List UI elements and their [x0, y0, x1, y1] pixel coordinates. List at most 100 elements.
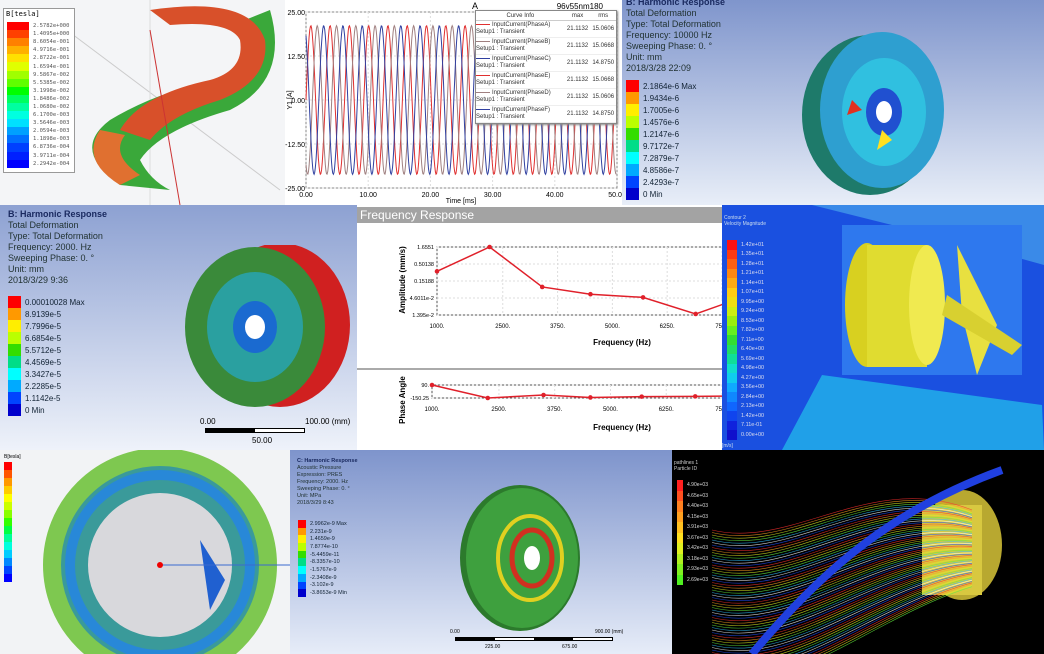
current-legend: Curve Info max rms InputCurrent(PhaseA) S…: [475, 10, 617, 124]
legend-entry: 1.14e+01: [727, 278, 764, 288]
legend-curve-name: InputCurrent(PhaseE): [492, 73, 551, 79]
info-line: C: Harmonic Response: [297, 458, 358, 464]
info-line: Sweeping Phase: 0. °: [8, 253, 95, 263]
legend-value: 1.42e+00: [741, 412, 765, 419]
streamline: [769, 574, 973, 654]
streamlines-panel: pathlines 1 Particle ID 4.90e+03 4.65e+03…: [672, 450, 1044, 654]
legend-swatch: [4, 518, 12, 526]
coil-render: [39, 0, 281, 205]
series-line: [431, 384, 722, 399]
legend-entry: 1.28e+01: [727, 259, 764, 269]
legend-swatch: [7, 70, 29, 79]
legend-entry: 9.95e+00: [727, 297, 764, 307]
legend-swatch: [8, 296, 21, 308]
legend-entry: 4.90e+03: [677, 480, 708, 491]
legend-row: InputCurrent(PhaseD) Setup1 : Transient 21…: [476, 89, 616, 106]
legend-entry: 2.2942e-004: [7, 159, 70, 168]
legend-value: 1.4095e+000: [33, 31, 70, 38]
legend-swatch: [677, 553, 683, 564]
legend-rms: 15.0668: [592, 77, 615, 83]
streamline: [711, 505, 973, 544]
streamline: [711, 507, 973, 547]
legend-setup: Setup1 : Transient: [476, 63, 525, 69]
legend-value: 1.42e+01: [741, 241, 765, 248]
streamline: [711, 560, 973, 632]
legend-row: InputCurrent(PhaseB) Setup1 : Transient 21…: [476, 38, 616, 55]
legend-swatch: [4, 502, 12, 510]
legend-swatch: [727, 344, 737, 354]
scale-bar: [455, 637, 613, 641]
ring-legend-title: B[tesla]: [4, 454, 21, 460]
legend-swatch: [677, 543, 683, 554]
legend-entry: 1.4095e+000: [7, 30, 70, 39]
legend-entry: 7.8774e-10: [298, 543, 347, 551]
y-tick-label: 4.6011e-2: [410, 296, 434, 302]
data-point: [588, 395, 593, 400]
legend-entry: 7.82e+00: [727, 325, 764, 335]
x-tick-label: 30.00: [484, 192, 502, 199]
info-line: Sweeping Phase: 0. °: [626, 41, 713, 51]
streamline: [711, 573, 973, 654]
legend-value: 1.9434e-6: [643, 93, 680, 103]
legend-value: 1.6594e-001: [33, 63, 70, 70]
legend-entry: 2.4293e-7: [626, 176, 696, 188]
streamline: [711, 563, 973, 636]
legend-swatch: [7, 102, 29, 112]
x-tick-label: 3750.: [547, 407, 562, 413]
streamline: [711, 530, 973, 579]
legend-entry: 2.0594e-003: [7, 127, 69, 136]
frequency-response-panel: Frequency Response 1000. 2500. 3750. 5000. 6…: [357, 205, 722, 450]
streamline: [711, 527, 973, 574]
stator-ring-panel: B[tesla]: [0, 450, 290, 654]
legend-max: 21.1132: [566, 94, 589, 100]
legend-setup: Setup1 : Transient: [476, 46, 525, 52]
legend-swatch: [8, 332, 21, 344]
wheel-10000hz-panel: B: Harmonic Response Total Deformation Typ…: [622, 0, 1044, 205]
legend-value: 2.2942e-004: [33, 160, 70, 167]
legend-value: 7.8774e-10: [310, 543, 338, 550]
legend-swatch: [626, 128, 639, 140]
legend-swatch: [8, 320, 21, 332]
legend-value: 6.1700e-003: [33, 112, 70, 119]
legend-curve-name: InputCurrent(PhaseD): [492, 90, 551, 96]
legend-swatch: [4, 526, 12, 534]
legend-value: 2.13e+00: [741, 403, 765, 410]
legend-swatch: [298, 535, 306, 544]
legend-entry: [4, 534, 12, 542]
disc-pressure-render: [460, 485, 580, 631]
coil-legend-title: B[tesla]: [6, 10, 40, 18]
cfd-legend-title-2: Velocity Magnitude: [724, 221, 766, 227]
legend-value: 7.11e+00: [741, 336, 764, 343]
info-line: B: Harmonic Response: [8, 209, 108, 219]
legend-entry: 5.5712e-5: [8, 344, 85, 356]
legend-value: 0.00e+00: [741, 431, 765, 438]
legend-value: 5.69e+00: [741, 355, 765, 362]
legend-entry: -5.4459e-11: [298, 550, 347, 559]
legend-swatch: [626, 80, 639, 92]
legend-curve-name: InputCurrent(PhaseC): [492, 56, 551, 62]
legend-value: 1.0680e-002: [33, 103, 70, 110]
project-label: 96v55nm180: [557, 2, 604, 11]
legend-rms: 15.0668: [592, 43, 615, 49]
cfd-velocity-panel: Contour 2 Velocity Magnitude 1.42e+01 1.3…: [722, 205, 1044, 450]
legend-max: 21.1132: [566, 26, 589, 32]
legend-rms: 14.8750: [592, 111, 615, 117]
x-tick-label: 6250.: [659, 407, 674, 413]
legend-value: 1.07e+01: [741, 289, 765, 296]
legend-value: 1.35e+01: [741, 251, 765, 258]
legend-setup: Setup1 : Transient: [476, 97, 525, 103]
y-axis-label: Y1 [A]: [287, 90, 294, 109]
legend-entry: 2.93e+03: [677, 564, 708, 575]
legend-value: 1.2147e-6: [643, 129, 680, 139]
legend-swatch: [7, 151, 29, 160]
plot-area: [431, 384, 722, 399]
streamline: [812, 582, 973, 654]
y-tick-label: 12.50: [287, 54, 305, 61]
legend-curve-name: InputCurrent(PhaseF): [492, 107, 551, 113]
streamline-bundle: [748, 466, 1004, 654]
legend-swatch: [727, 316, 737, 326]
legend-swatch: [7, 111, 29, 120]
data-point: [541, 392, 546, 398]
stream-legend-title: pathlines 1 Particle ID: [674, 460, 698, 472]
scale-label-900: 900.00 (mm): [595, 629, 624, 635]
